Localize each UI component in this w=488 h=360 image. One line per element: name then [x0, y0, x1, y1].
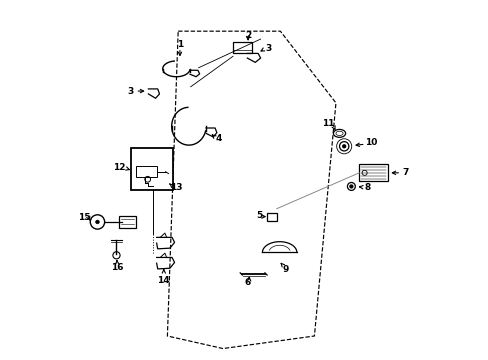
Text: 1: 1 [177, 40, 183, 49]
Text: 14: 14 [157, 276, 170, 285]
Text: 11: 11 [321, 119, 334, 128]
Circle shape [342, 145, 345, 148]
Text: 15: 15 [78, 213, 90, 222]
Circle shape [96, 220, 99, 224]
Ellipse shape [333, 130, 345, 137]
Text: 3: 3 [127, 86, 134, 95]
Bar [136, 166, 157, 177]
Circle shape [349, 185, 352, 188]
Text: 5: 5 [256, 211, 262, 220]
Text: 6: 6 [244, 278, 251, 287]
Text: 4: 4 [215, 134, 222, 143]
Text: 10: 10 [364, 138, 377, 147]
Bar [233, 41, 251, 53]
Text: 7: 7 [402, 168, 408, 177]
Bar [266, 213, 276, 221]
Text: 9: 9 [282, 265, 288, 274]
Text: 2: 2 [244, 31, 251, 40]
Text: 12: 12 [113, 163, 126, 172]
Bar [359, 164, 387, 181]
Bar [119, 216, 136, 228]
Text: 3: 3 [265, 44, 271, 53]
Text: 8: 8 [364, 183, 370, 192]
Bar [131, 148, 173, 190]
Text: 16: 16 [111, 263, 123, 272]
Text: 13: 13 [170, 183, 182, 192]
